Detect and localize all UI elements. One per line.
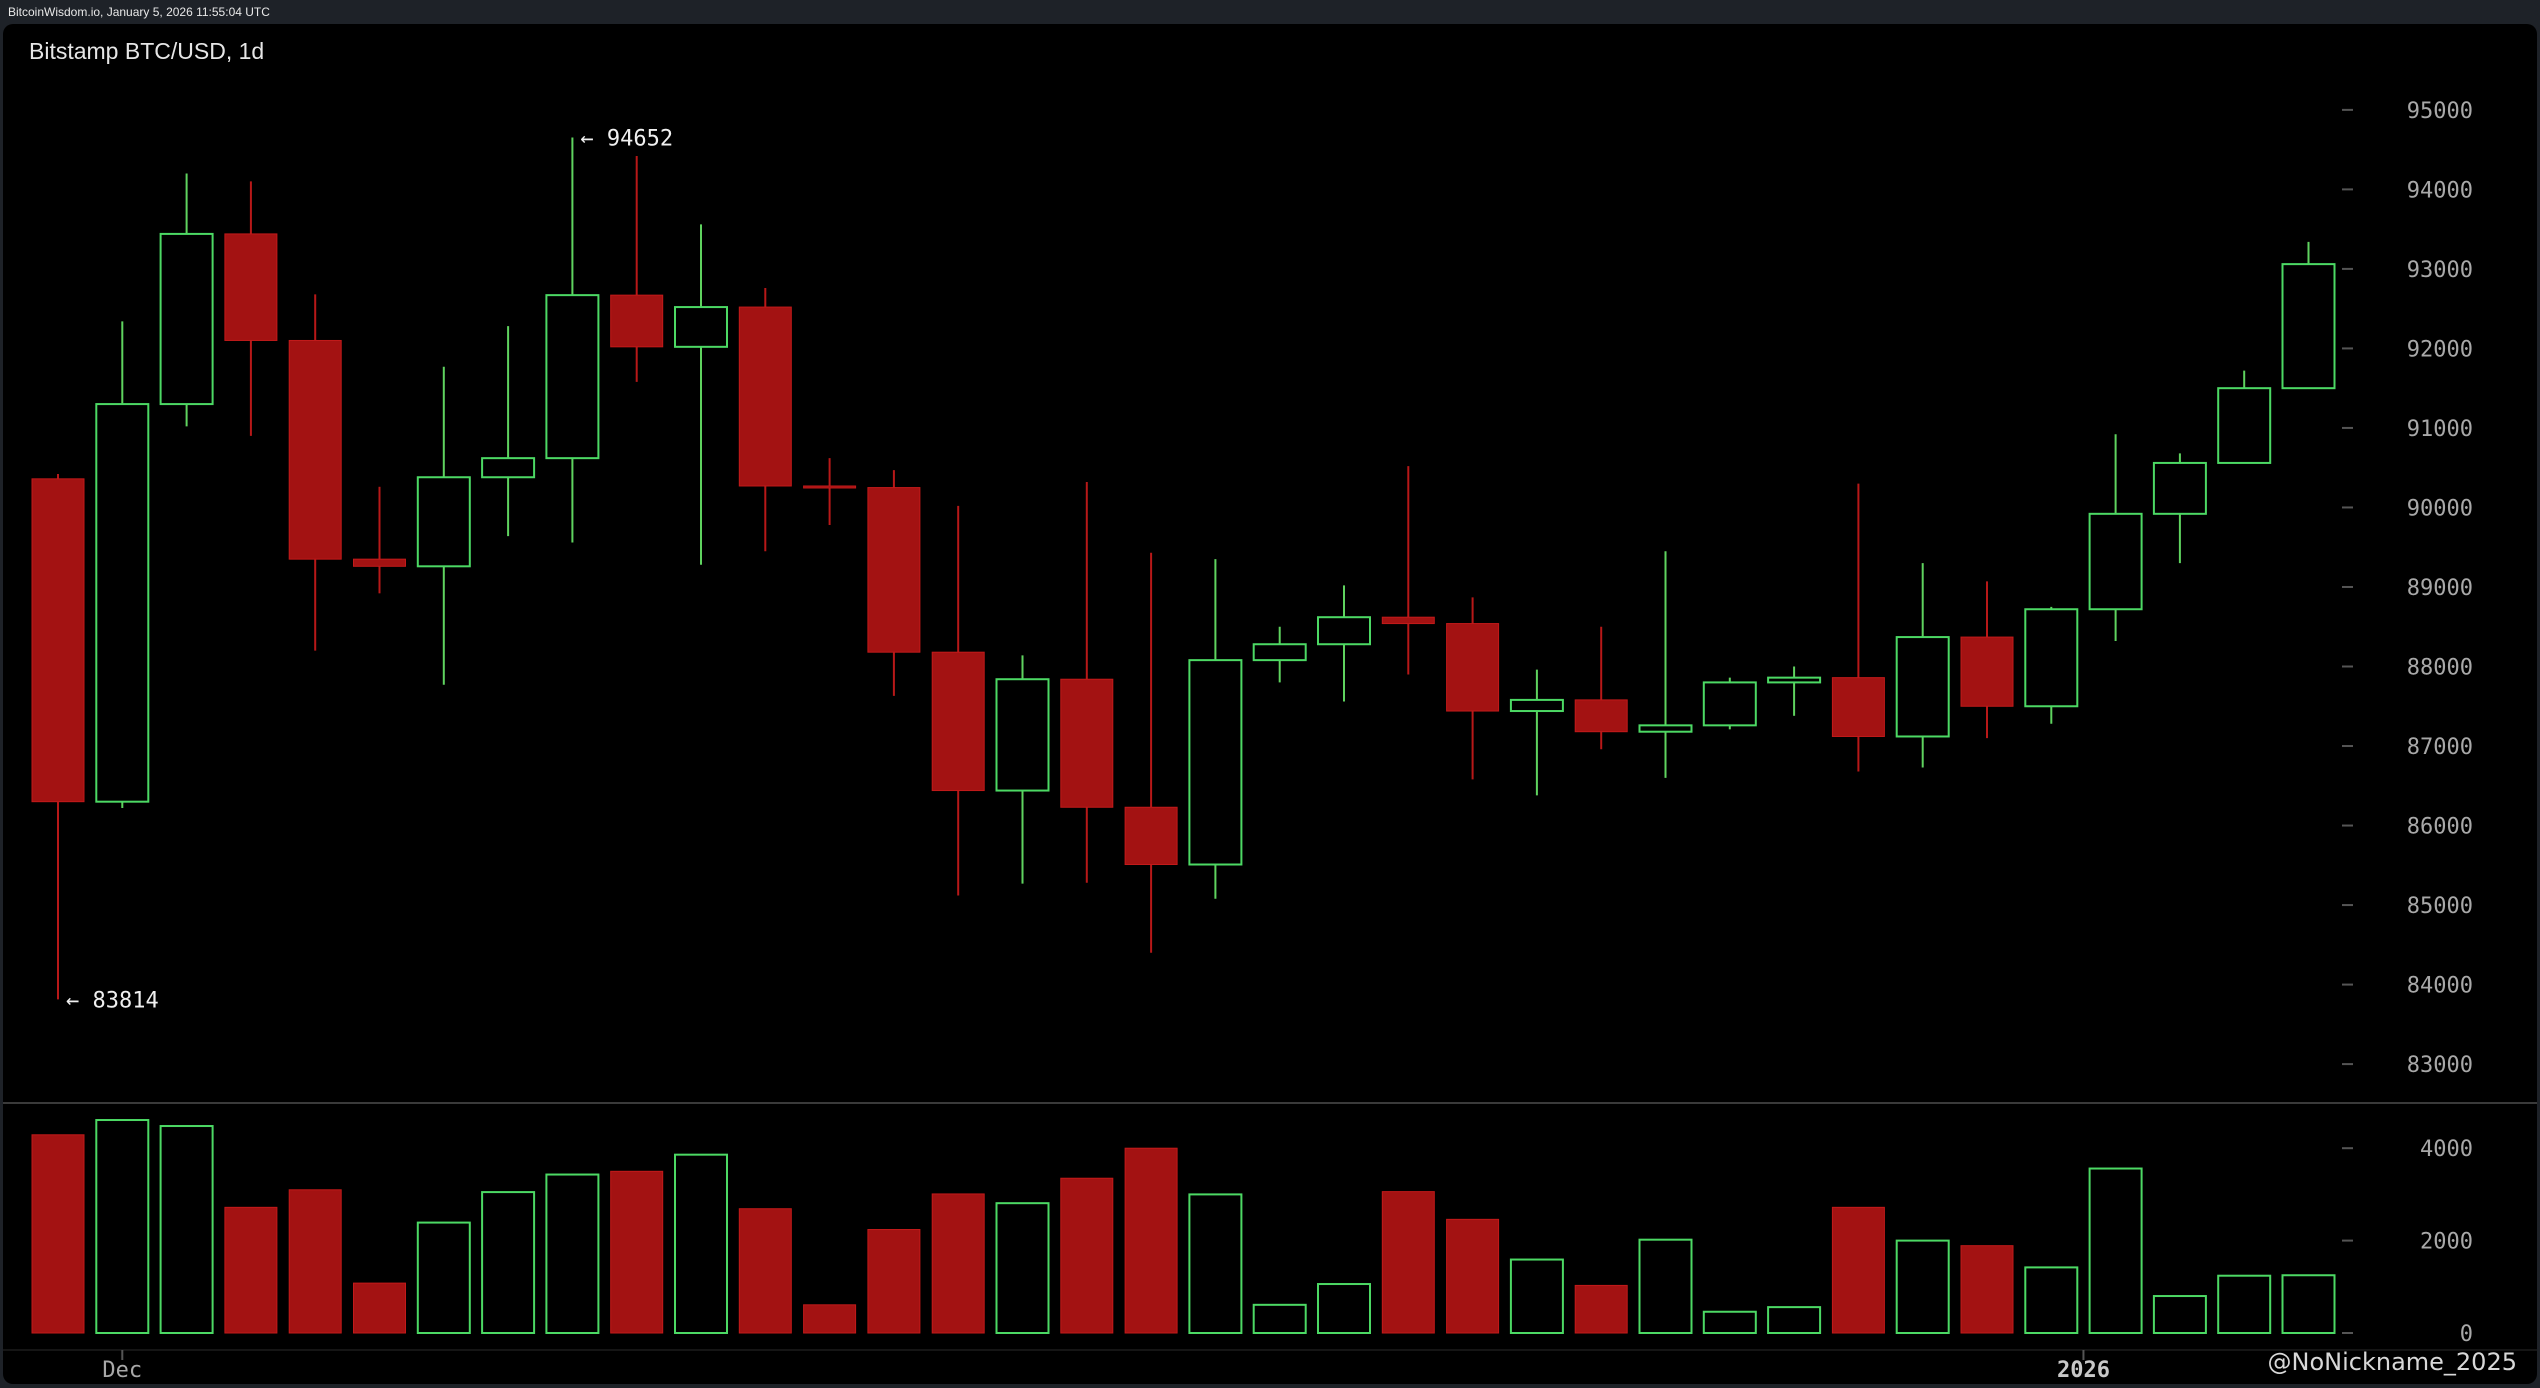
volume-bar-down[interactable]	[610, 1170, 664, 1334]
price-tick-label: 89000	[2407, 576, 2473, 601]
volume-bar-down[interactable]	[288, 1189, 342, 1334]
volume-tick-label: 0	[2460, 1322, 2473, 1347]
source-timestamp: BitcoinWisdom.io, January 5, 2026 11:55:…	[8, 5, 270, 19]
candle-body-up[interactable]	[545, 294, 600, 460]
volume-bar-up[interactable]	[1767, 1306, 1822, 1335]
candle-body-up[interactable]	[674, 306, 728, 348]
volume-bar-up[interactable]	[1188, 1193, 1243, 1335]
volume-bar-down[interactable]	[1446, 1218, 1500, 1334]
candle-body-up[interactable]	[1895, 636, 1950, 738]
candle-body-up[interactable]	[416, 476, 471, 568]
candle-body-up[interactable]	[2217, 387, 2272, 464]
volume-bar-down[interactable]	[867, 1229, 921, 1334]
candle-body-up[interactable]	[1188, 659, 1243, 866]
candle-body-down[interactable]	[1060, 678, 1114, 808]
candle-body-up[interactable]	[1702, 681, 1757, 727]
x-tick-label: Dec	[102, 1358, 142, 1383]
candle-body-up[interactable]	[2088, 512, 2143, 611]
candle-body-down[interactable]	[353, 558, 406, 567]
volume-bar-up[interactable]	[2152, 1295, 2207, 1335]
volume-bar-down[interactable]	[738, 1208, 792, 1334]
price-tick-label: 84000	[2407, 974, 2473, 999]
top-bar: BitcoinWisdom.io, January 5, 2026 11:55:…	[0, 0, 2540, 24]
candle-body-down[interactable]	[1831, 677, 1885, 737]
candle-body-down[interactable]	[803, 485, 857, 489]
candle-body-down[interactable]	[1446, 623, 1500, 712]
volume-bar-down[interactable]	[931, 1193, 985, 1334]
price-tick-label: 85000	[2407, 894, 2473, 919]
candle-body-down[interactable]	[931, 651, 985, 792]
price-tick-label: 95000	[2407, 99, 2473, 124]
high-annotation: ← 94652	[580, 127, 673, 152]
candle-body-up[interactable]	[1767, 676, 1822, 684]
x-tick-label: 2026	[2057, 1358, 2110, 1383]
volume-bar-up[interactable]	[481, 1191, 536, 1334]
volume-bar-down[interactable]	[1381, 1191, 1435, 1334]
price-tick-label: 94000	[2407, 178, 2473, 203]
candle-body-up[interactable]	[481, 457, 536, 479]
volume-tick-label: 2000	[2420, 1230, 2473, 1255]
low-annotation: ← 83814	[66, 988, 159, 1013]
price-tick-label: 83000	[2407, 1053, 2473, 1078]
volume-bar-up[interactable]	[1252, 1303, 1307, 1334]
chart-title: Bitstamp BTC/USD, 1d	[29, 38, 265, 64]
candle-body-down[interactable]	[610, 294, 664, 348]
volume-bar-down[interactable]	[1124, 1147, 1178, 1334]
volume-bar-up[interactable]	[2088, 1167, 2143, 1334]
candle-body-down[interactable]	[1124, 806, 1178, 866]
volume-tick-label: 4000	[2420, 1137, 2473, 1162]
candle-body-up[interactable]	[1252, 643, 1307, 662]
price-tick-label: 87000	[2407, 735, 2473, 760]
volume-bar-up[interactable]	[2217, 1274, 2272, 1335]
volume-bar-down[interactable]	[1060, 1177, 1114, 1334]
volume-bar-up[interactable]	[95, 1119, 150, 1334]
candle-body-down[interactable]	[867, 487, 921, 653]
price-tick-label: 91000	[2407, 417, 2473, 442]
candle-body-up[interactable]	[1509, 698, 1564, 713]
price-tick-label: 86000	[2407, 815, 2473, 840]
candle-body-down[interactable]	[1574, 699, 1628, 733]
candle-body-up[interactable]	[1638, 724, 1693, 733]
volume-bar-up[interactable]	[1895, 1239, 1950, 1334]
volume-bar-up[interactable]	[674, 1153, 728, 1334]
candle-body-up[interactable]	[2024, 608, 2079, 708]
watermark: @NoNickname_2025	[2267, 1348, 2518, 1376]
volume-bar-down[interactable]	[1831, 1206, 1885, 1334]
volume-bar-up[interactable]	[1702, 1310, 1757, 1335]
candle-body-down[interactable]	[288, 339, 342, 560]
candle-body-down[interactable]	[738, 306, 792, 487]
candle-body-up[interactable]	[159, 232, 214, 406]
volume-bar-up[interactable]	[1509, 1258, 1564, 1334]
candle-body-down[interactable]	[31, 478, 85, 803]
volume-bar-up[interactable]	[2281, 1274, 2336, 1334]
volume-bar-up[interactable]	[995, 1202, 1050, 1334]
candle-body-up[interactable]	[95, 403, 150, 803]
volume-bar-down[interactable]	[224, 1206, 278, 1334]
volume-bar-up[interactable]	[1317, 1283, 1371, 1334]
volume-bar-up[interactable]	[1638, 1238, 1693, 1335]
volume-bar-up[interactable]	[545, 1173, 600, 1335]
volume-bar-up[interactable]	[2024, 1266, 2079, 1334]
candle-body-down[interactable]	[1381, 616, 1435, 625]
volume-bar-down[interactable]	[803, 1304, 857, 1334]
volume-bar-down[interactable]	[1574, 1284, 1628, 1334]
price-tick-label: 88000	[2407, 656, 2473, 681]
candle-body-up[interactable]	[2152, 461, 2207, 515]
price-tick-label: 92000	[2407, 337, 2473, 362]
candle-body-up[interactable]	[1317, 616, 1371, 646]
candle-body-down[interactable]	[224, 233, 278, 341]
candle-body-down[interactable]	[1960, 636, 2014, 707]
candle-body-up[interactable]	[2281, 263, 2336, 390]
chart-panel: Bitstamp BTC/USD, 1d 83000 84000 85000 8600…	[3, 24, 2537, 1384]
candlestick-volume-chart[interactable]: 83000 84000 85000 86000 87000 88000 89000 90000…	[3, 24, 2537, 1384]
price-tick-label: 90000	[2407, 496, 2473, 521]
volume-bar-down[interactable]	[353, 1282, 406, 1334]
candle-body-up[interactable]	[995, 678, 1050, 792]
volume-bar-up[interactable]	[416, 1221, 471, 1335]
volume-bar-down[interactable]	[31, 1134, 85, 1334]
volume-bar-down[interactable]	[1960, 1245, 2014, 1334]
volume-bar-up[interactable]	[159, 1125, 214, 1335]
price-tick-label: 93000	[2407, 258, 2473, 283]
